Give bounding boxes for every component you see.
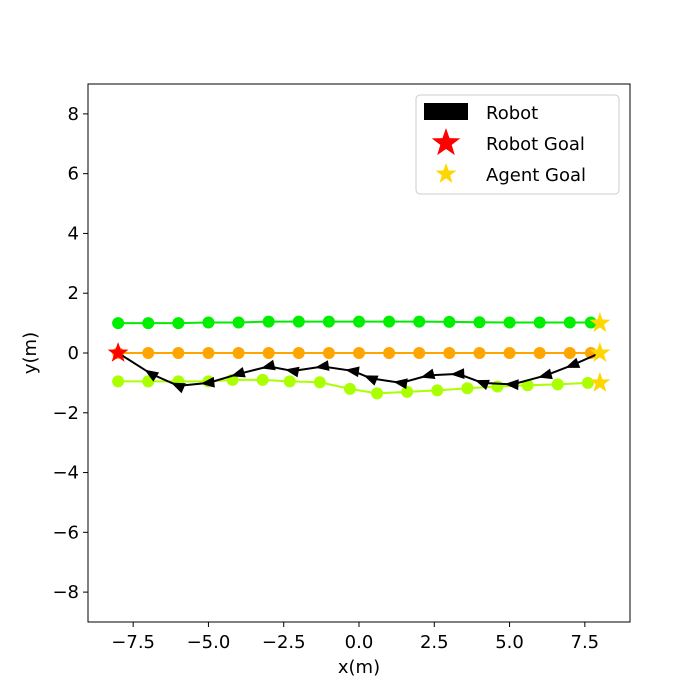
robot-pose-marker bbox=[504, 379, 519, 391]
agent-2-goal-star bbox=[589, 342, 611, 362]
x-tick-label: −2.5 bbox=[262, 632, 306, 653]
x-tick-label: −7.5 bbox=[111, 632, 155, 653]
robot-goal-star bbox=[107, 342, 129, 362]
agent-1-point bbox=[172, 317, 185, 330]
legend-robot-swatch bbox=[424, 103, 468, 120]
robot-pose-marker bbox=[537, 368, 553, 380]
x-tick-label: −5.0 bbox=[187, 632, 231, 653]
y-tick-label: −2 bbox=[52, 403, 79, 424]
legend-label-robot-goal: Robot Goal bbox=[486, 134, 585, 155]
y-tick-label: −6 bbox=[52, 522, 79, 543]
agent-3-point bbox=[112, 375, 125, 388]
agent-3-point bbox=[401, 385, 414, 398]
robot-pose-marker bbox=[260, 359, 276, 371]
agent-3-point bbox=[491, 380, 504, 393]
robot-pose-marker bbox=[230, 367, 246, 378]
robot-pose-marker bbox=[393, 378, 408, 390]
agent-2-point bbox=[533, 347, 546, 359]
robot-pose-marker bbox=[345, 366, 360, 378]
y-tick-label: −4 bbox=[52, 463, 79, 484]
legend-label-agent-goal: Agent Goal bbox=[486, 165, 586, 186]
agent-1-point bbox=[202, 316, 215, 329]
agent-2-point bbox=[353, 347, 365, 359]
agent-2-point bbox=[262, 347, 275, 359]
robot-pose-marker bbox=[284, 366, 300, 378]
plot-area bbox=[107, 312, 611, 400]
legend-robot-goal-star bbox=[431, 128, 461, 156]
agent-1-point bbox=[262, 315, 275, 328]
agent-3-point bbox=[431, 384, 444, 397]
agent-1-point bbox=[533, 316, 546, 329]
agent-2-point bbox=[413, 347, 426, 359]
agent-1-point bbox=[353, 315, 365, 328]
agent-2-point bbox=[563, 347, 576, 359]
y-tick-label: 2 bbox=[68, 283, 79, 304]
y-tick-label: 4 bbox=[68, 223, 79, 244]
x-tick-label: 5.0 bbox=[495, 632, 524, 653]
robot-pose-marker bbox=[144, 369, 160, 382]
y-tick-label: 0 bbox=[68, 343, 79, 364]
y-tick-label: 8 bbox=[68, 104, 79, 125]
agent-3-point bbox=[521, 379, 534, 392]
agent-1-point bbox=[563, 316, 576, 329]
agent-1-point bbox=[142, 317, 155, 330]
agent-2-point bbox=[383, 347, 396, 359]
robot-pose-marker bbox=[171, 382, 186, 394]
agent-2-point bbox=[322, 347, 335, 359]
agent-1-point bbox=[322, 315, 335, 328]
x-tick-label: 7.5 bbox=[571, 632, 600, 653]
y-tick-label: 6 bbox=[68, 164, 79, 185]
agent-2-point bbox=[473, 347, 486, 359]
agent-2-point bbox=[142, 347, 155, 359]
agent-2-point bbox=[443, 347, 456, 359]
legend-label-robot: Robot bbox=[486, 103, 538, 124]
agent-1-point bbox=[443, 315, 456, 328]
agent-1-goal-star bbox=[589, 312, 611, 333]
axis-ticks: −7.5 −5.0 −2.5 0.0 2.5 5.0 7.5 −8 −6 −4 −2 0 2 4 6 8 bbox=[52, 104, 599, 653]
agent-1-point bbox=[413, 315, 426, 328]
legend-agent-goal-star bbox=[435, 163, 457, 183]
robot-pose-marker bbox=[450, 368, 465, 380]
agent-2-point bbox=[292, 347, 305, 359]
x-tick-label: 2.5 bbox=[420, 632, 449, 653]
robot-pose-marker bbox=[565, 357, 581, 368]
x-axis-label: x(m) bbox=[338, 657, 380, 678]
agent-3-point bbox=[551, 378, 564, 391]
robot-pose-marker bbox=[363, 375, 379, 386]
y-tick-label: −8 bbox=[52, 582, 79, 603]
agent-3-point bbox=[461, 382, 474, 395]
agent-3-point bbox=[343, 382, 356, 395]
agent-3-point bbox=[313, 376, 326, 389]
x-tick-label: 0.0 bbox=[345, 632, 374, 653]
agent-2-point bbox=[172, 347, 185, 359]
robot-pose-marker bbox=[314, 360, 330, 371]
agent-3-point bbox=[371, 387, 384, 400]
agent-1-point bbox=[112, 317, 125, 330]
agent-1-point bbox=[232, 316, 245, 329]
legend: Robot Robot Goal Agent Goal bbox=[415, 94, 620, 195]
agent-2-point bbox=[202, 347, 215, 359]
agent-1-point bbox=[473, 316, 486, 329]
agent-3-point bbox=[283, 375, 296, 388]
robot-pose-marker bbox=[420, 368, 436, 380]
agent-1-point bbox=[292, 315, 305, 328]
agent-2-point bbox=[503, 347, 516, 359]
agent-3-goal-star bbox=[589, 371, 611, 392]
y-axis-label: y(m) bbox=[20, 332, 41, 374]
agent-1-point bbox=[584, 316, 597, 329]
agent-1-point bbox=[383, 315, 396, 328]
robot-pose-marker bbox=[200, 376, 215, 388]
agent-3-point bbox=[256, 373, 269, 386]
robot-pose-marker bbox=[474, 379, 490, 391]
agent-1-point bbox=[503, 316, 516, 329]
agent-2-point bbox=[232, 347, 245, 359]
agent-3-point bbox=[581, 376, 594, 389]
